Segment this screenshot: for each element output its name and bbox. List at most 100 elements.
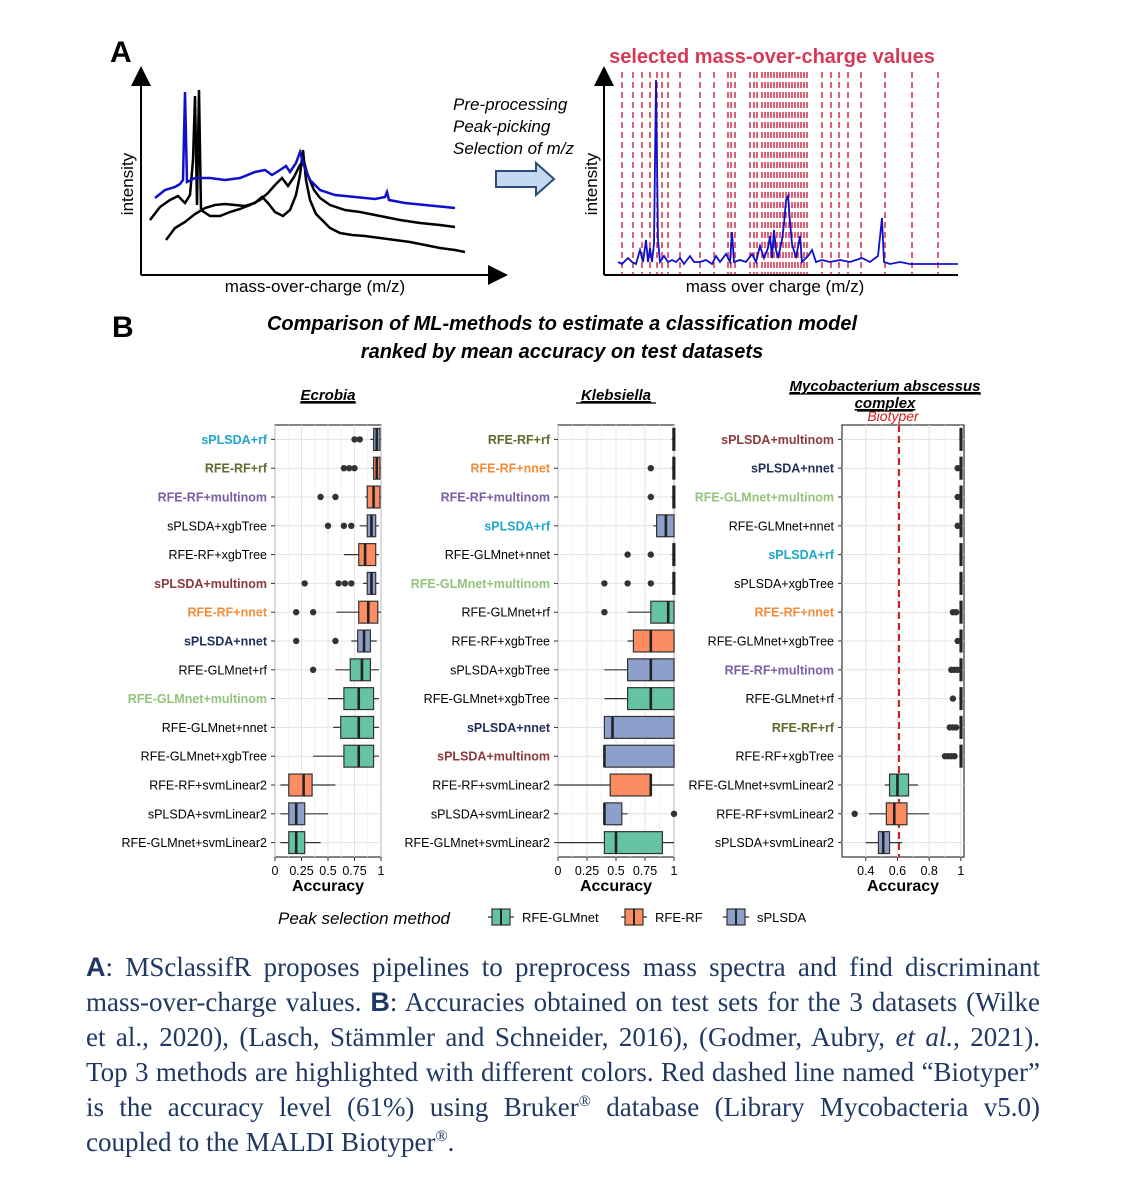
outlier-point bbox=[954, 465, 961, 472]
box-row: RFE-GLMnet+multinom bbox=[411, 571, 676, 595]
method-label: RFE-RF+xgbTree bbox=[735, 750, 834, 764]
box-row: RFE-RF+nnet bbox=[187, 600, 381, 624]
outlier-point bbox=[332, 493, 339, 501]
x-axis-label: Accuracy bbox=[580, 878, 652, 895]
outlier-point bbox=[624, 580, 631, 587]
x-tick-label: 1 bbox=[671, 864, 678, 878]
outlier-point bbox=[954, 637, 961, 645]
method-label: RFE-RF+multinom bbox=[158, 491, 267, 505]
x-tick-label: 1 bbox=[957, 864, 964, 878]
method-label: RFE-GLMnet+nnet bbox=[445, 548, 551, 562]
box-row: sPLSDA+svmLinear2 bbox=[431, 802, 678, 826]
outlier-point bbox=[301, 580, 308, 587]
method-label: RFE-GLMnet+multinom bbox=[695, 491, 834, 505]
caption-b-text4: . bbox=[447, 1127, 455, 1157]
box-row: RFE-GLMnet+rf bbox=[461, 600, 675, 624]
method-label: sPLSDA+nnet bbox=[751, 462, 835, 476]
outlier-point bbox=[348, 580, 355, 587]
outlier-point bbox=[356, 436, 363, 443]
box bbox=[340, 715, 375, 739]
caption-a-text: : MSclassifR proposes pipelines to prepr… bbox=[86, 952, 1040, 1017]
box bbox=[603, 802, 623, 826]
outlier-point bbox=[647, 551, 654, 558]
outlier-point bbox=[341, 580, 349, 587]
outlier-point bbox=[670, 810, 678, 817]
method-label: sPLSDA+rf bbox=[768, 548, 834, 562]
method-label: RFE-GLMnet+nnet bbox=[729, 519, 835, 533]
box bbox=[603, 831, 664, 855]
legend-item-glm: RFE-GLMnet bbox=[488, 908, 599, 926]
box-row: RFE-GLMnet+rf bbox=[178, 658, 379, 682]
panel-a-label: A bbox=[110, 36, 132, 69]
x-tick-label: 1 bbox=[378, 864, 385, 878]
method-label: sPLSDA+multinom bbox=[437, 750, 550, 764]
x-tick-label: 0 bbox=[272, 864, 279, 878]
method-label: RFE-RF+multinom bbox=[441, 491, 550, 505]
box-row: RFE-RF+svmLinear2 bbox=[716, 802, 930, 826]
box bbox=[609, 773, 652, 797]
box-row: sPLSDA+svmLinear2 bbox=[148, 802, 328, 826]
caption-b-text3: database (Library Mycobacteria v5.0) cou… bbox=[86, 1092, 1040, 1157]
method-label: RFE-RF+xgbTree bbox=[168, 548, 267, 562]
outlier-point bbox=[332, 637, 339, 645]
method-label: sPLSDA+nnet bbox=[184, 635, 268, 649]
box-row: RFE-RF+rf bbox=[205, 456, 381, 480]
raw-spectra-plot: intensity mass-over-charge (m/z) bbox=[118, 66, 508, 296]
method-label: RFE-RF+xgbTree bbox=[451, 635, 550, 649]
x-tick-label: 0.4 bbox=[857, 864, 874, 878]
method-label: RFE-RF+rf bbox=[488, 433, 551, 447]
method-label: RFE-GLMnet+xgbTree bbox=[708, 635, 834, 649]
box bbox=[650, 600, 675, 624]
method-label: RFE-GLMnet+multinom bbox=[128, 692, 267, 706]
method-label: RFE-RF+nnet bbox=[470, 462, 550, 476]
box-row: RFE-GLMnet+svmLinear2 bbox=[121, 831, 321, 855]
outlier-point bbox=[601, 609, 608, 616]
boxplot-panels: sPLSDA+rf RFE-RF+rf RFE-RF+multinom sPLSDA+… bbox=[121, 378, 981, 895]
method-label: sPLSDA+xgbTree bbox=[734, 577, 834, 591]
box-row: sPLSDA+nnet bbox=[184, 629, 377, 653]
panel-a: A intensity mass-over-charge (m/z) Pre-p… bbox=[110, 36, 958, 296]
boxplot-panel-3: Biotyper sPLSDA+multinom sPLSDA+nnet RFE-GL… bbox=[688, 378, 981, 895]
box-row: RFE-RF+nnet bbox=[754, 600, 963, 624]
figure-caption: A: MSclassifR proposes pipelines to prep… bbox=[86, 950, 1040, 1160]
box-row: RFE-RF+rf bbox=[772, 715, 963, 739]
method-label: RFE-RF+nnet bbox=[187, 606, 267, 620]
box-row: RFE-RF+svmLinear2 bbox=[432, 773, 674, 797]
selected-mz-xlabel: mass over charge (m/z) bbox=[686, 277, 865, 296]
raw-spectra-ylabel: intensity bbox=[118, 152, 137, 215]
biotyper-label: Biotyper bbox=[867, 408, 920, 424]
outlier-point bbox=[324, 522, 332, 529]
panel-b-title-line1: Comparison of ML-methods to estimate a c… bbox=[267, 313, 858, 335]
box bbox=[603, 744, 675, 768]
outlier-point bbox=[954, 493, 961, 501]
raw-spectrum-black-lower bbox=[165, 149, 466, 254]
box bbox=[603, 715, 675, 739]
box-row: RFE-GLMnet+multinom bbox=[695, 485, 963, 509]
x-tick-label: 0.25 bbox=[289, 864, 313, 878]
box-row: sPLSDA+multinom bbox=[437, 744, 675, 768]
box-row: RFE-GLMnet+nnet bbox=[729, 514, 963, 538]
outlier-point bbox=[309, 666, 317, 673]
box-row: RFE-GLMnet+xgbTree bbox=[708, 629, 963, 653]
box-row: RFE-RF+multinom bbox=[725, 658, 963, 682]
outlier-point bbox=[293, 609, 300, 616]
outlier-point bbox=[952, 609, 960, 616]
method-label: RFE-RF+svmLinear2 bbox=[716, 807, 834, 821]
box bbox=[349, 658, 372, 682]
boxplot-panel-1: sPLSDA+rf RFE-RF+rf RFE-RF+multinom sPLSDA+… bbox=[121, 387, 384, 895]
method-label: sPLSDA+svmLinear2 bbox=[431, 807, 550, 821]
box-row: sPLSDA+multinom bbox=[154, 571, 379, 595]
method-label: RFE-GLMnet+rf bbox=[461, 606, 550, 620]
x-tick-label: 0.25 bbox=[575, 864, 599, 878]
box-row: sPLSDA+multinom bbox=[721, 427, 963, 451]
box-row: RFE-RF+multinom bbox=[441, 485, 676, 509]
method-label: RFE-GLMnet+svmLinear2 bbox=[688, 779, 834, 793]
box-row: RFE-GLMnet+nnet bbox=[162, 715, 379, 739]
method-label: RFE-GLMnet+nnet bbox=[162, 721, 268, 735]
x-axis-label: Accuracy bbox=[867, 878, 939, 895]
box bbox=[288, 773, 313, 797]
outlier-point bbox=[951, 753, 958, 760]
outlier-point bbox=[293, 637, 300, 645]
legend-title: Peak selection method bbox=[278, 909, 451, 928]
method-label: RFE-GLMnet+svmLinear2 bbox=[121, 836, 267, 850]
